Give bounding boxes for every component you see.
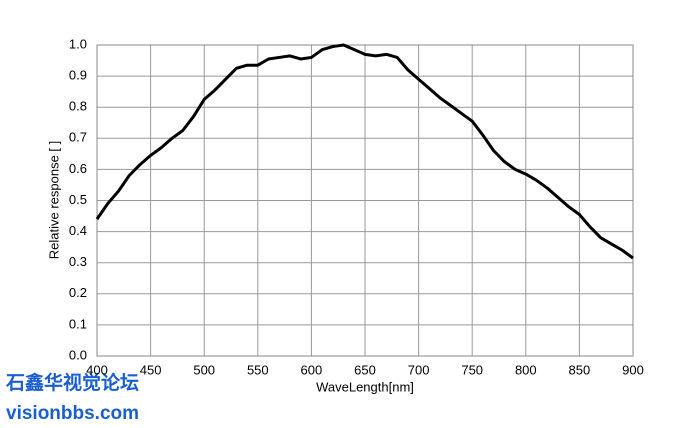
y-tick-label: 0.1 — [69, 316, 87, 331]
x-tick-label: 450 — [140, 362, 162, 377]
y-tick-label: 0.9 — [69, 68, 87, 83]
x-tick-label: 650 — [354, 362, 376, 377]
x-axis-label: WaveLength[nm] — [316, 379, 414, 394]
y-tick-label: 0.5 — [69, 192, 87, 207]
x-tick-label: 500 — [193, 362, 215, 377]
y-tick-label: 0.7 — [69, 130, 87, 145]
x-tick-label: 750 — [461, 362, 483, 377]
plot-border — [96, 44, 634, 357]
watermark: 石鑫华视觉论坛 — [5, 371, 139, 394]
y-tick-label: 0.6 — [69, 161, 87, 176]
x-tick-label: 550 — [247, 362, 269, 377]
x-tick-label: 900 — [622, 362, 644, 377]
x-tick-label: 700 — [408, 362, 430, 377]
x-tick-label: 400 — [86, 362, 108, 377]
x-tick-label: 850 — [569, 362, 591, 377]
y-tick-label: 0.2 — [69, 285, 87, 300]
y-tick-label: 0.4 — [69, 223, 87, 238]
y-tick-label: 0.8 — [69, 99, 87, 114]
y-axis-label: Relative response [ ] — [46, 141, 61, 260]
watermark: visionbbs.com — [6, 403, 139, 424]
x-tick-label: 600 — [301, 362, 323, 377]
data-line — [95, 43, 634, 260]
y-tick-label: 1.0 — [69, 36, 87, 51]
y-tick-label: 0.0 — [69, 347, 87, 362]
y-tick-label: 0.3 — [69, 254, 87, 269]
x-tick-label: 800 — [515, 362, 537, 377]
